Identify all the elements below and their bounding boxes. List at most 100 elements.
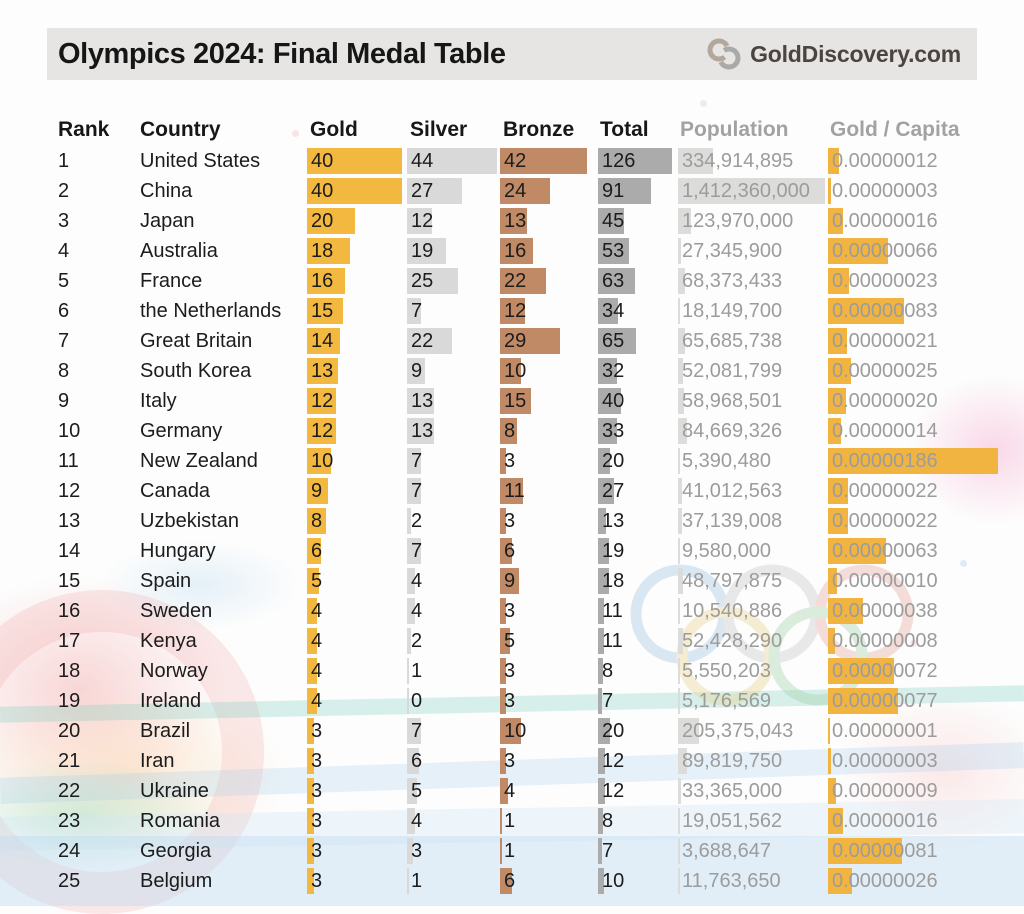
- bronze-databar: [500, 358, 521, 384]
- col-header-gold-per-capita: Gold / Capita: [830, 118, 960, 141]
- gold-databar: [307, 688, 317, 714]
- total-databar: [598, 328, 636, 354]
- gold-cell: 4: [307, 656, 404, 686]
- silver-databar: [407, 268, 458, 294]
- bronze-databar: [500, 598, 506, 624]
- silver-cell: 1: [407, 866, 498, 896]
- total-cell: 13: [598, 506, 675, 536]
- rank-cell: 11: [58, 450, 79, 472]
- gold-per-capita-databar: [828, 508, 848, 534]
- gold-databar: [307, 628, 317, 654]
- rank-cell: 1: [58, 150, 70, 172]
- gold-per-capita-databar: [828, 688, 898, 714]
- gold-per-capita-databar: [828, 298, 904, 324]
- gold-cell: 3: [307, 716, 404, 746]
- bronze-databar: [500, 748, 506, 774]
- gold-cell: 8: [307, 506, 404, 536]
- bronze-cell: 6: [500, 536, 596, 566]
- country-cell: Sweden: [140, 600, 213, 622]
- silver-cell: 27: [407, 176, 498, 206]
- population-cell: 48,797,875: [678, 566, 826, 596]
- population-databar: [678, 808, 680, 834]
- population-cell: 5,176,569: [678, 686, 826, 716]
- country-cell: Germany: [140, 420, 223, 442]
- population-databar: [678, 688, 680, 714]
- total-cell: 12: [598, 746, 675, 776]
- silver-databar: [407, 838, 413, 864]
- silver-cell: 7: [407, 446, 498, 476]
- total-databar: [598, 868, 604, 894]
- bronze-cell: 9: [500, 566, 596, 596]
- population-databar: [678, 418, 687, 444]
- total-databar: [598, 568, 609, 594]
- rank-cell: 6: [58, 300, 70, 322]
- col-header-country: Country: [140, 118, 221, 141]
- country-cell: Kenya: [140, 630, 197, 652]
- gold-per-capita-cell: 0.00000003: [828, 176, 1000, 206]
- gold-per-capita-cell: 0.00000038: [828, 596, 1000, 626]
- country-cell: Georgia: [140, 840, 212, 862]
- total-cell: 32: [598, 356, 675, 386]
- col-header-total: Total: [600, 118, 649, 141]
- gold-per-capita-cell: 0.00000077: [828, 686, 1000, 716]
- population-databar: [678, 508, 682, 534]
- gold-per-capita-databar: [828, 628, 835, 654]
- table-row: 7 Great Britain 14 22 29 65 65,685,738 0…: [0, 326, 1024, 356]
- silver-cell: 2: [407, 626, 498, 656]
- rank-cell: 2: [58, 180, 70, 202]
- col-header-bronze: Bronze: [503, 118, 575, 141]
- gold-databar: [307, 418, 336, 444]
- silver-cell: 4: [407, 566, 498, 596]
- table-row: 25 Belgium 3 1 6 10 11,763,650 0.0000002…: [0, 866, 1024, 896]
- gold-per-capita-cell: 0.00000008: [828, 626, 1000, 656]
- silver-cell: 7: [407, 716, 498, 746]
- gold-databar: [307, 868, 314, 894]
- total-cell: 7: [598, 836, 675, 866]
- rank-cell: 10: [58, 420, 81, 442]
- rank-cell: 17: [58, 630, 81, 652]
- country-cell: Australia: [140, 240, 218, 262]
- total-databar: [598, 778, 605, 804]
- population-cell: 19,051,562: [678, 806, 826, 836]
- silver-cell: 44: [407, 146, 498, 176]
- silver-cell: 1: [407, 656, 498, 686]
- total-cell: 63: [598, 266, 675, 296]
- population-cell: 1,412,360,000: [678, 176, 826, 206]
- population-cell: 205,375,043: [678, 716, 826, 746]
- silver-cell: 12: [407, 206, 498, 236]
- total-cell: 7: [598, 686, 675, 716]
- total-cell: 27: [598, 476, 675, 506]
- rank-cell: 9: [58, 390, 70, 412]
- silver-databar: [407, 718, 421, 744]
- bronze-databar: [500, 538, 512, 564]
- country-cell: Ireland: [140, 690, 202, 712]
- total-cell: 10: [598, 866, 675, 896]
- table-row: 5 France 16 25 22 63 68,373,433 0.000000…: [0, 266, 1024, 296]
- gold-cell: 12: [307, 386, 404, 416]
- table-row: 18 Norway 4 1 3 8 5,550,203 0.00000072: [0, 656, 1024, 686]
- population-databar: [678, 328, 685, 354]
- total-databar: [598, 748, 605, 774]
- bronze-cell: 1: [500, 836, 596, 866]
- gold-per-capita-databar: [828, 388, 846, 414]
- gold-per-capita-databar: [828, 208, 843, 234]
- gold-databar: [307, 358, 338, 384]
- rank-cell: 21: [58, 750, 81, 772]
- population-cell: 3,688,647: [678, 836, 826, 866]
- silver-cell: 4: [407, 596, 498, 626]
- total-databar: [598, 598, 604, 624]
- total-databar: [598, 238, 629, 264]
- silver-cell: 5: [407, 776, 498, 806]
- gold-per-capita-cell: 0.00000026: [828, 866, 1000, 896]
- total-databar: [598, 538, 609, 564]
- silver-databar: [407, 628, 411, 654]
- silver-cell: 0: [407, 686, 498, 716]
- silver-databar: [407, 598, 415, 624]
- gold-cell: 3: [307, 746, 404, 776]
- total-cell: 8: [598, 656, 675, 686]
- table-row: 14 Hungary 6 7 6 19 9,580,000 0.00000063: [0, 536, 1024, 566]
- silver-databar: [407, 778, 417, 804]
- bronze-cell: 29: [500, 326, 596, 356]
- population-databar: [678, 778, 681, 804]
- population-databar: [678, 598, 680, 624]
